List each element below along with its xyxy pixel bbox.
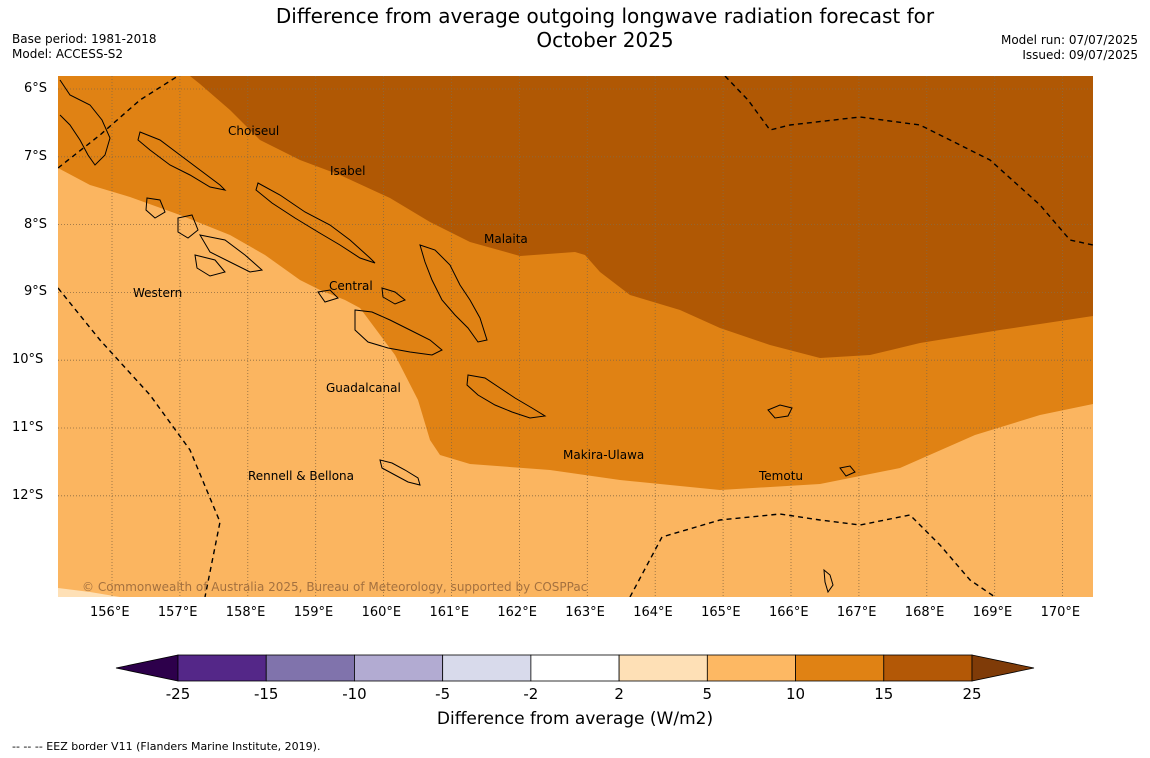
south-islet-coast [823,568,834,594]
map-title: Difference from average outgoing longwav… [180,4,1030,52]
longitude-label: 160°E [361,605,402,620]
colorbar-tick-label: 15 [874,685,894,703]
latitude-label: 9°S [24,284,48,300]
coastlines [59,79,856,594]
latitude-label: 7°S [24,148,48,164]
longitude-label: 169°E [972,605,1013,620]
colorbar-segment [883,654,973,682]
temotu-islet-coast [839,465,856,477]
makira-coast [466,374,547,419]
russell-islands-coast [381,287,406,305]
longitude-label: 157°E [157,605,198,620]
colorbar-segment [354,654,444,682]
longitude-label: 163°E [565,605,605,620]
title-line-2: October 2025 [536,28,674,52]
colorbar-segment [795,654,885,682]
copyright-text: © Commonwealth of Australia 2025, Bureau… [82,580,588,594]
guadalcanal-coast [354,309,443,356]
eez-border-west [58,287,221,597]
colorbar-tick-label: 10 [786,685,806,703]
longitude-label: 161°E [429,605,470,620]
florida-islands-coast [317,289,339,303]
colorbar-tick-label: -2 [523,685,539,703]
santa-cruz-coast [767,404,793,419]
longitude-label: 156°E [90,605,130,620]
colorbar-title: Difference from average (W/m2) [436,709,714,729]
region-label: Guadalcanal [326,381,401,395]
colorbar-tick-label: 5 [702,685,713,703]
latitude-label: 11°S [12,420,44,435]
longitude-label: 167°E [836,605,877,620]
title-line-1: Difference from average outgoing longwav… [275,4,935,28]
region-label: Western [133,286,182,300]
colorbar-segment [265,654,355,682]
region-label: Central [329,279,373,293]
model-name: Model: ACCESS-S2 [12,47,124,61]
colorbar-tick-label: -10 [342,685,367,703]
eez-legend-note: -- -- -- EEZ border V11 (Flanders Marine… [12,740,321,753]
longitude-label: 170°E [1040,605,1081,620]
anomaly-2-5-strip [58,588,120,597]
longitude-label: 165°E [701,605,741,620]
longitude-label: 162°E [497,605,537,620]
colorbar-segment [530,654,620,682]
longitude-label: 166°E [769,605,809,620]
region-label: Temotu [758,469,803,483]
bougainville-coast [59,79,111,166]
region-label: Rennell & Bellona [248,469,354,483]
longitude-label: 164°E [633,605,673,620]
region-label: Isabel [330,164,365,178]
anomaly-15-25-area [190,76,1093,358]
eez-border-vanuatu-north [724,76,1093,246]
malaita-coast [419,244,488,343]
colorbar-tick-label: -5 [435,685,451,703]
colorbar-segment [177,654,267,682]
latitude-label: 6°S [24,81,48,96]
longitude-label: 168°E [904,605,945,620]
colorbar-extend-high [971,654,1035,682]
vella-lavella-coast [145,197,166,219]
meta-left: Base period: 1981-2018 Model: ACCESS-S2 [12,32,157,62]
rennell-coast [379,459,421,486]
longitude-label: 159°E [293,605,334,620]
colorbar-tick-label: 25 [962,685,982,703]
colorbar-segment [706,654,796,682]
longitude-label: 158°E [225,605,266,620]
region-label: Choiseul [228,124,279,138]
model-run: Model run: 07/07/2025 [1000,33,1138,47]
eez-borders [58,76,1093,597]
isabel-coast [255,182,376,264]
region-label: Makira-Ulawa [563,448,644,462]
map-fill-layer [58,76,1093,597]
colorbar-tick-label: 2 [614,685,624,703]
choiseul-coast [137,131,227,191]
latitude-label: 8°S [24,216,48,232]
region-label: Malaita [484,232,528,246]
base-period: Base period: 1981-2018 [12,32,157,46]
meta-right: Model run: 07/07/2025 Issued: 09/07/2025 [1001,33,1138,63]
latitude-label: 12°S [12,487,44,503]
issued-date: Issued: 09/07/2025 [1022,48,1138,62]
colorbar-tick-label: -25 [165,685,191,703]
colorbar-extend-low [115,654,179,682]
colorbar-tick-label: -15 [253,685,279,703]
region-labels: Choiseul Isabel Malaita Western Central Guada… [133,124,803,483]
latitude-label: 10°S [12,352,44,368]
colorbar-segment [618,654,708,682]
eez-border-png [58,76,179,169]
new-georgia-coast [177,214,264,277]
colorbar-segment [442,654,532,682]
